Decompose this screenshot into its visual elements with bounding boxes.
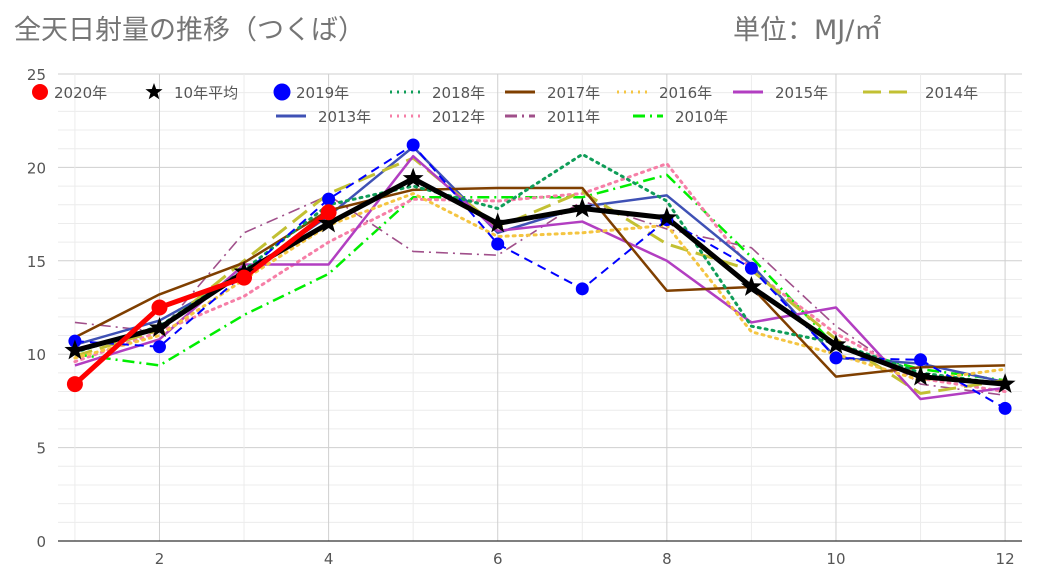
data-point <box>998 401 1012 415</box>
legend-label: 2019年 <box>296 84 349 102</box>
series-line <box>73 162 1007 394</box>
unit-label: 単位：MJ/㎡ <box>733 15 882 46</box>
data-point <box>318 212 340 233</box>
legend-label: 2020年 <box>54 84 107 102</box>
data-point <box>744 261 758 275</box>
y-tick-label: 0 <box>36 533 46 551</box>
data-point <box>487 212 509 233</box>
legend-label: 2013年 <box>318 108 371 126</box>
series-lines <box>73 143 1007 410</box>
data-point <box>152 340 166 354</box>
series-line <box>74 194 1006 397</box>
data-point <box>656 206 678 227</box>
series-line <box>73 210 331 386</box>
data-point <box>914 353 928 367</box>
legend-item[interactable]: 2012年 <box>390 108 485 126</box>
legend-label: 2016年 <box>659 84 712 102</box>
data-point <box>402 167 424 188</box>
chart-title: 全天日射量の推移（つくば） <box>14 15 365 46</box>
data-point <box>994 373 1016 393</box>
legend-label: 2018年 <box>432 84 485 102</box>
y-tick-label: 25 <box>27 66 46 84</box>
legend-label: 10年平均 <box>174 84 238 102</box>
legend-item[interactable]: 2016年 <box>617 84 712 102</box>
legend-item[interactable]: 2020年 <box>32 84 107 102</box>
data-point <box>491 237 505 251</box>
legend-swatch <box>273 83 291 101</box>
legend-label: 2017年 <box>547 84 600 102</box>
data-point <box>236 269 253 286</box>
data-point <box>571 197 593 218</box>
data-point <box>64 339 86 360</box>
legend-item[interactable]: 10年平均 <box>145 83 238 102</box>
data-point <box>151 299 168 316</box>
series-markers <box>64 138 1016 415</box>
legend-item[interactable]: 2013年 <box>276 108 371 126</box>
data-point <box>825 333 847 354</box>
data-point <box>829 351 843 365</box>
legend-swatch <box>145 83 163 100</box>
y-tick-label: 5 <box>36 440 46 458</box>
legend-item[interactable]: 2010年 <box>633 108 728 126</box>
series-line <box>74 154 1006 401</box>
data-point <box>66 376 83 393</box>
legend-swatch <box>32 84 48 100</box>
legend-item[interactable]: 2015年 <box>733 84 828 102</box>
legend[interactable]: 2020年 10年平均 2019年 2018年 2017年 2016年 2015年 2014年… <box>32 83 978 126</box>
legend-item[interactable]: 2011年 <box>505 108 600 126</box>
y-tick-label: 15 <box>27 253 46 271</box>
data-point <box>740 275 762 296</box>
legend-item[interactable]: 2017年 <box>505 84 600 102</box>
data-point <box>575 282 589 296</box>
series-line <box>74 186 1006 378</box>
legend-item[interactable]: 2014年 <box>863 84 978 102</box>
data-point <box>910 365 931 386</box>
legend-label: 2012年 <box>432 108 485 126</box>
data-point <box>149 317 170 337</box>
legend-label: 2015年 <box>775 84 828 102</box>
legend-label: 2011年 <box>547 108 600 126</box>
y-tick-label: 20 <box>27 159 46 177</box>
axes: 0 5 10 15 20 25 2 4 6 8 10 12 <box>27 66 1022 568</box>
legend-item[interactable]: 2019年 <box>273 83 350 103</box>
x-tick-label: 10 <box>826 550 845 568</box>
legend-label: 2010年 <box>675 108 728 126</box>
grid <box>58 73 1022 542</box>
x-tick-label: 2 <box>155 550 165 568</box>
x-tick-label: 6 <box>493 550 503 568</box>
x-tick-label: 4 <box>324 550 334 568</box>
series-line <box>74 143 1006 410</box>
y-tick-label: 10 <box>27 346 46 364</box>
legend-label: 2014年 <box>925 84 978 102</box>
legend-item[interactable]: 2018年 <box>390 84 485 102</box>
x-tick-label: 8 <box>662 550 672 568</box>
data-point <box>406 138 420 152</box>
x-tick-label: 12 <box>996 550 1015 568</box>
data-point <box>320 204 337 221</box>
data-point <box>322 192 336 206</box>
